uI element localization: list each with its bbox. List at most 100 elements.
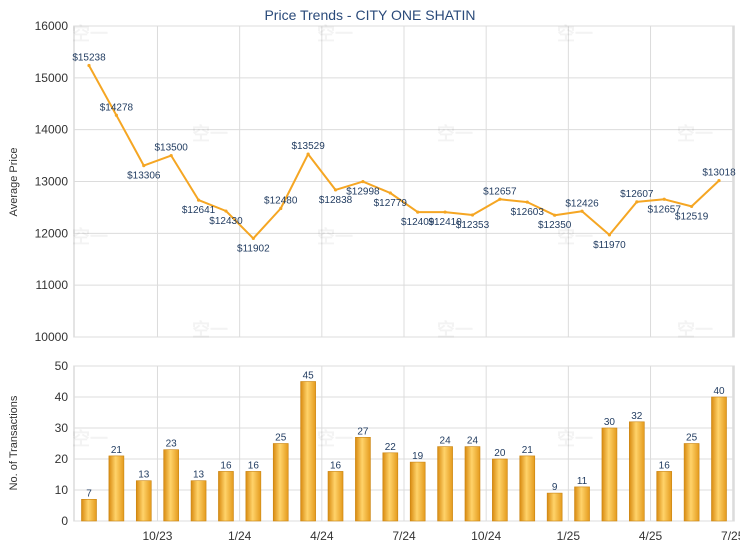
top-y-tick-label: 12000 [35, 226, 69, 240]
bottom-y-tick-label: 20 [55, 452, 69, 466]
transactions-bar [382, 452, 399, 522]
transactions-data-label: 32 [631, 411, 643, 422]
transactions-bar [81, 498, 97, 522]
price-data-label: $12410 [428, 217, 462, 228]
transactions-bar [300, 381, 316, 522]
bottom-y-tick-label: 30 [55, 421, 69, 435]
price-data-label: $12607 [620, 189, 654, 200]
transactions-data-label: 23 [166, 439, 178, 450]
transactions-data-label: 30 [604, 417, 616, 428]
price-data-label: $12838 [319, 195, 353, 206]
transactions-bar [601, 427, 618, 522]
watermark-mark: 空一 [192, 123, 228, 145]
price-data-label: $13500 [154, 143, 188, 154]
price-point [635, 200, 639, 204]
price-point [87, 63, 91, 68]
price-data-label: $15238 [72, 52, 106, 63]
watermark-mark: 空一 [437, 123, 473, 145]
transactions-data-label: 16 [248, 460, 260, 471]
transactions-bar [629, 421, 645, 522]
top-y-tick-label: 13000 [35, 175, 69, 189]
x-tick-label: 1/24 [228, 529, 252, 543]
transactions-bar [409, 461, 426, 522]
price-data-label: $12409 [401, 217, 435, 228]
watermark-mark: 空一 [72, 428, 108, 450]
price-line [88, 65, 720, 240]
price-point [662, 197, 666, 201]
price-data-label: $12657 [483, 186, 517, 197]
price-point [443, 210, 447, 214]
price-point [470, 213, 475, 217]
price-point [224, 209, 228, 213]
bottom-y-axis-title: No. of Transactions [8, 395, 20, 490]
transactions-bar [355, 436, 371, 522]
top-y-tick-label: 16000 [35, 19, 69, 33]
transactions-data-label: 22 [385, 442, 397, 453]
transactions-bar [190, 480, 207, 522]
price-point [361, 180, 365, 184]
price-data-label: $12779 [374, 198, 408, 209]
price-point [553, 213, 557, 217]
watermark-mark: 空一 [437, 319, 473, 341]
transactions-data-label: 16 [659, 460, 671, 471]
transactions-bar [272, 443, 289, 522]
top-y-axis-title: Average Price [8, 148, 20, 217]
transactions-bar [327, 471, 344, 522]
transactions-bar [464, 446, 481, 522]
grid-layer [73, 25, 735, 522]
transactions-data-label: 25 [686, 433, 698, 444]
labels-layer: 10000 11000 12000 13000 14000 15000 16000 0 10 20… [35, 19, 740, 543]
top-y-tick-label: 15000 [35, 71, 69, 85]
price-point [580, 209, 584, 213]
x-tick-label: 10/24 [471, 529, 501, 543]
price-point [607, 233, 612, 237]
price-point [525, 200, 529, 204]
price-data-label: $13529 [291, 141, 325, 152]
x-tick-label: 7/25 [721, 529, 740, 543]
watermark-layer: 空一空一空一空一空一空一空一空一空一空一空一空一空一空一空一 [72, 23, 713, 450]
price-data-label: $12641 [182, 205, 216, 216]
price-point [498, 197, 502, 201]
watermark-mark: 空一 [677, 319, 713, 341]
price-data-label: $11902 [237, 243, 270, 254]
price-point [196, 198, 201, 202]
transactions-data-label: 27 [357, 426, 369, 437]
transactions-data-label: 16 [330, 460, 342, 471]
price-data-label: $12353 [456, 220, 490, 231]
x-tick-label: 4/25 [639, 529, 663, 543]
transactions-data-label: 9 [552, 482, 558, 493]
transactions-data-label: 21 [522, 445, 534, 456]
transactions-data-label: 13 [138, 470, 150, 481]
transactions-data-label: 21 [111, 445, 123, 456]
price-data-label: $13018 [702, 168, 736, 179]
transactions-bar [437, 446, 453, 522]
top-y-tick-label: 11000 [36, 278, 69, 292]
watermark-mark: 空一 [317, 428, 353, 450]
transactions-bar [218, 471, 234, 522]
x-tick-label: 10/23 [142, 529, 172, 543]
transactions-bar [546, 492, 563, 522]
transactions-bar [574, 486, 590, 522]
transactions-data-label: 24 [440, 436, 452, 447]
price-point [388, 191, 392, 195]
transactions-bar [711, 396, 727, 522]
transactions-data-label: 7 [86, 488, 92, 499]
watermark-mark: 空一 [192, 319, 228, 341]
price-point [306, 152, 310, 156]
top-y-tick-label: 14000 [35, 123, 69, 137]
transactions-bar [245, 471, 262, 522]
chart-title: Price Trends - CITY ONE SHATIN [264, 7, 475, 23]
price-data-label: $12603 [511, 207, 545, 218]
transactions-data-label: 11 [577, 476, 588, 487]
price-point [690, 204, 694, 209]
marks-layer [81, 63, 727, 522]
price-point [251, 236, 255, 241]
price-data-label: $12426 [565, 198, 599, 209]
price-data-label: $14278 [100, 102, 134, 113]
watermark-mark: 空一 [557, 23, 593, 45]
watermark-mark: 空一 [677, 123, 713, 145]
bottom-y-tick-label: 10 [55, 483, 69, 497]
watermark-mark: 空一 [557, 428, 593, 450]
